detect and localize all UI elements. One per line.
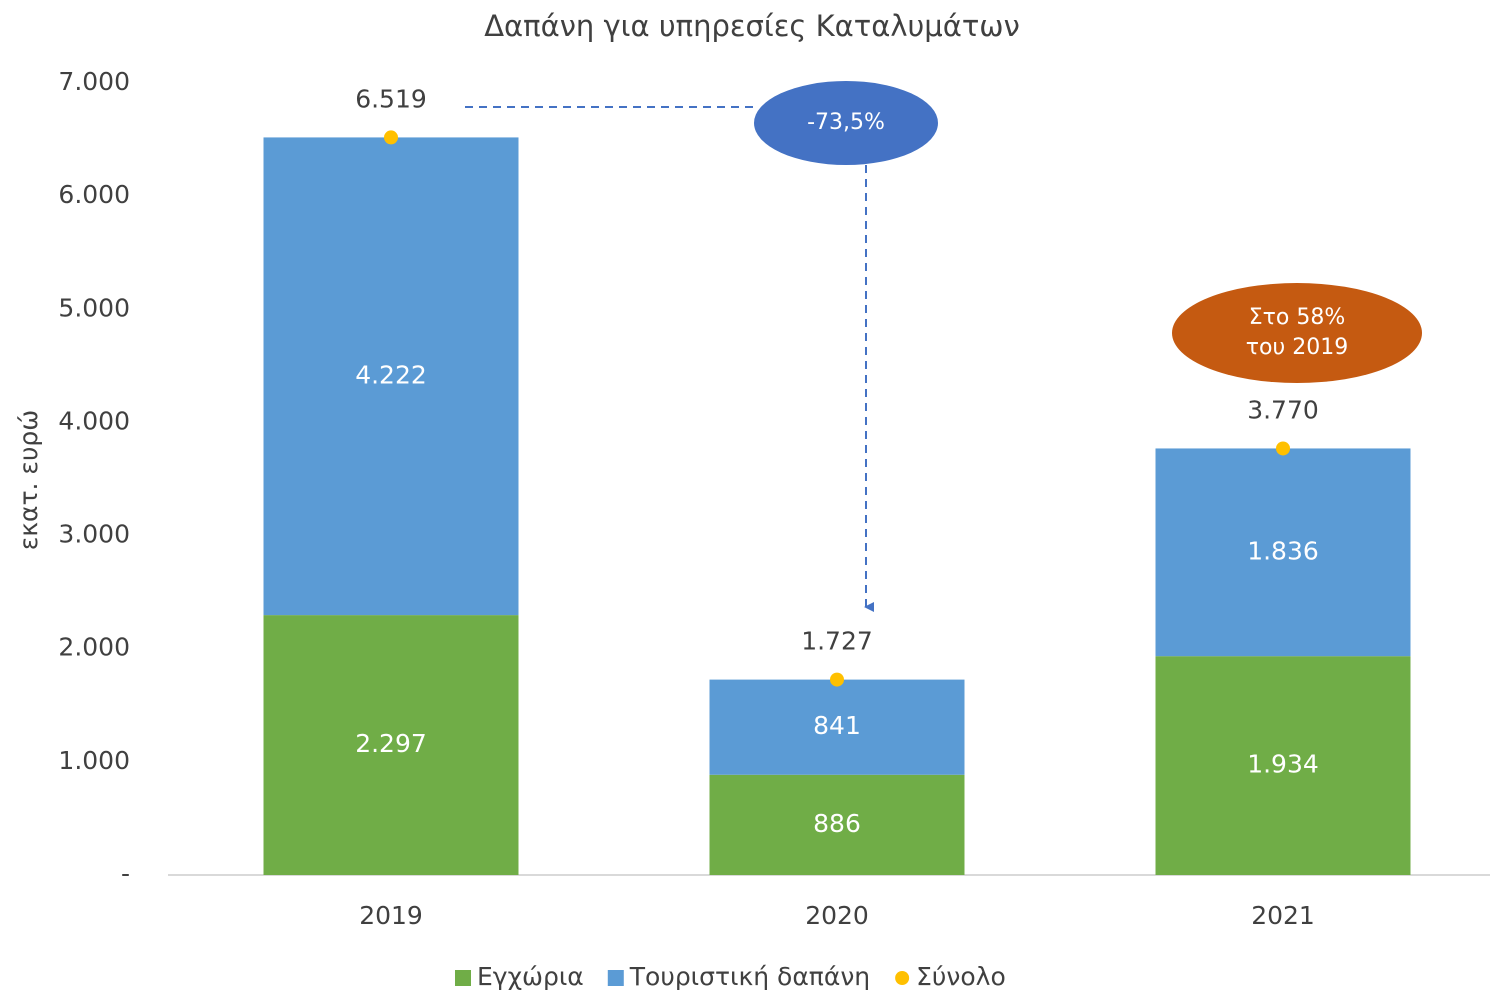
legend-swatch [607, 970, 624, 986]
y-tick-label: 1.000 [58, 746, 130, 775]
y-tick-label: 2.000 [58, 633, 130, 662]
y-tick-label: 3.000 [58, 520, 130, 549]
data-label: 1.727 [801, 627, 873, 656]
y-tick-label: - [121, 859, 130, 888]
chart-title: Δαπάνη για υπηρεσίες Καταλυμάτων [484, 9, 1020, 43]
total-marker [830, 672, 844, 687]
annotation-text: -73,5% [807, 110, 885, 135]
legend-label: Εγχώρια [477, 962, 584, 991]
bar-segment [709, 679, 965, 775]
y-tick-label: 6.000 [58, 180, 130, 209]
bar-segment [1155, 448, 1411, 657]
y-tick-label: 7.000 [58, 67, 130, 96]
bar-segment [263, 137, 519, 616]
y-tick-label: 4.000 [58, 406, 130, 435]
legend-swatch [895, 971, 910, 985]
bar-segment [709, 774, 965, 875]
y-axis-label: εκατ. ευρώ [14, 410, 43, 550]
total-marker [1276, 441, 1290, 456]
data-label: 4.222 [355, 360, 427, 389]
bar-segment [263, 615, 519, 875]
legend-swatch [455, 970, 471, 986]
data-label: 6.519 [355, 84, 427, 113]
total-marker [384, 130, 398, 145]
data-label: 886 [813, 809, 861, 838]
data-label: 1.836 [1247, 536, 1319, 565]
x-tick-label: 2020 [805, 901, 869, 930]
annotation-text: Στο 58% [1249, 305, 1346, 330]
y-tick-label: 5.000 [58, 293, 130, 322]
x-tick-label: 2019 [359, 901, 423, 930]
legend-label: Τουριστική δαπάνη [629, 962, 870, 991]
annotation-bubble [1172, 283, 1422, 383]
data-label: 3.770 [1247, 395, 1319, 424]
legend-label: Σύνολο [916, 962, 1006, 991]
data-label: 1.934 [1247, 750, 1319, 779]
annotation-bubble [754, 81, 938, 165]
data-label: 2.297 [355, 729, 427, 758]
annotation-text: του 2019 [1246, 335, 1348, 360]
bar-segment [1155, 656, 1411, 875]
data-label: 841 [813, 711, 861, 740]
x-tick-label: 2021 [1251, 901, 1315, 930]
